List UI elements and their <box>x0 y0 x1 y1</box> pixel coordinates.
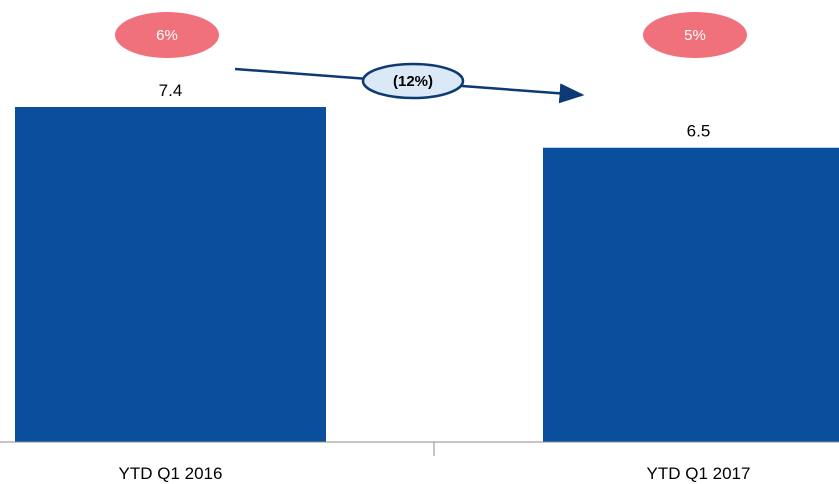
category-label-2016: YTD Q1 2016 <box>119 464 223 483</box>
badge-2016 <box>115 12 219 58</box>
badge-label-2016: 6% <box>156 27 178 44</box>
value-label-2016: 7.4 <box>159 81 183 100</box>
category-label-2017: YTD Q1 2017 <box>647 464 751 483</box>
value-label-2017: 6.5 <box>687 122 711 141</box>
bar-ytd-q1-2017 <box>543 147 839 443</box>
badge-label-2017: 5% <box>684 27 706 44</box>
change-label: (12%) <box>393 73 433 90</box>
change-bubble <box>361 62 465 100</box>
badge-2017 <box>643 12 747 58</box>
bar-ytd-q1-2016 <box>15 107 326 442</box>
